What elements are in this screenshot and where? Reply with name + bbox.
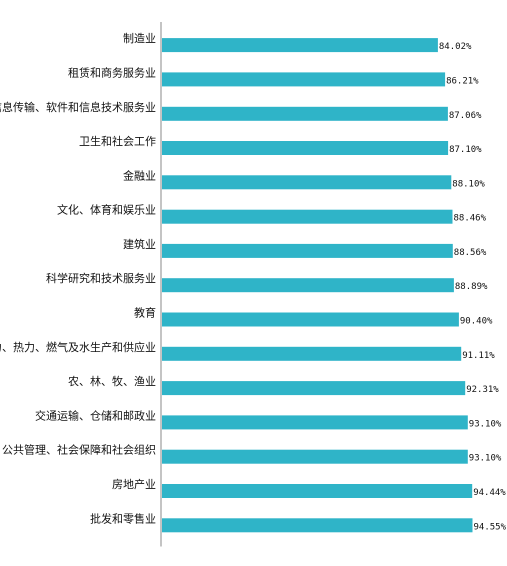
category-label: 建筑业 (123, 237, 156, 251)
category-label: 教育 (134, 306, 156, 320)
data-label: 93.10% (469, 454, 502, 464)
bar (162, 72, 446, 87)
category-label: 信息传输、软件和信息技术服务业 (0, 100, 156, 114)
labels-layer: 制造业 84.02% 租赁和商务服务业 86.21% 信息传输、软件和信息技术服务业 87… (0, 31, 507, 532)
bar (162, 209, 453, 224)
data-label: 93.10% (469, 419, 502, 429)
category-label: 交通运输、仓储和邮政业 (35, 408, 156, 422)
bar (162, 381, 466, 396)
category-label: 文化、体育和娱乐业 (57, 203, 156, 217)
category-label: 科学研究和技术服务业 (46, 271, 156, 285)
category-label: 制造业 (123, 31, 156, 45)
data-label: 86.21% (446, 76, 479, 86)
data-label: 91.11% (462, 351, 495, 361)
data-label: 84.02% (439, 42, 472, 52)
data-label: 90.40% (460, 317, 493, 327)
data-label: 88.46% (454, 214, 487, 224)
category-label: 租赁和商务服务业 (68, 65, 156, 79)
category-label: 房地产业 (112, 477, 156, 491)
data-label: 88.10% (452, 179, 485, 189)
category-label: 公共管理、社会保障和社会组织 (2, 443, 156, 457)
bar (162, 415, 468, 430)
bar (162, 346, 462, 361)
bar (162, 106, 448, 121)
data-label: 88.89% (455, 282, 488, 292)
category-label: 电力、热力、燃气及水生产和供应业 (0, 340, 156, 354)
bar (162, 518, 473, 533)
data-label: 87.10% (449, 145, 482, 155)
bar (162, 449, 468, 464)
bars-layer (162, 38, 473, 533)
bar (162, 38, 438, 53)
category-label: 农、林、牧、渔业 (68, 374, 156, 388)
bar (162, 175, 452, 190)
bar (162, 484, 473, 498)
data-label: 94.44% (473, 488, 506, 498)
category-label: 卫生和社会工作 (79, 134, 156, 148)
data-label: 94.55% (474, 522, 507, 532)
bar (162, 278, 454, 293)
data-label: 92.31% (466, 385, 499, 395)
data-label: 87.06% (449, 111, 482, 121)
category-label: 金融业 (123, 168, 156, 182)
bar (162, 312, 459, 327)
category-label: 批发和零售业 (90, 511, 156, 525)
bar (162, 141, 449, 155)
bar (162, 243, 453, 258)
data-label: 88.56% (454, 248, 487, 258)
